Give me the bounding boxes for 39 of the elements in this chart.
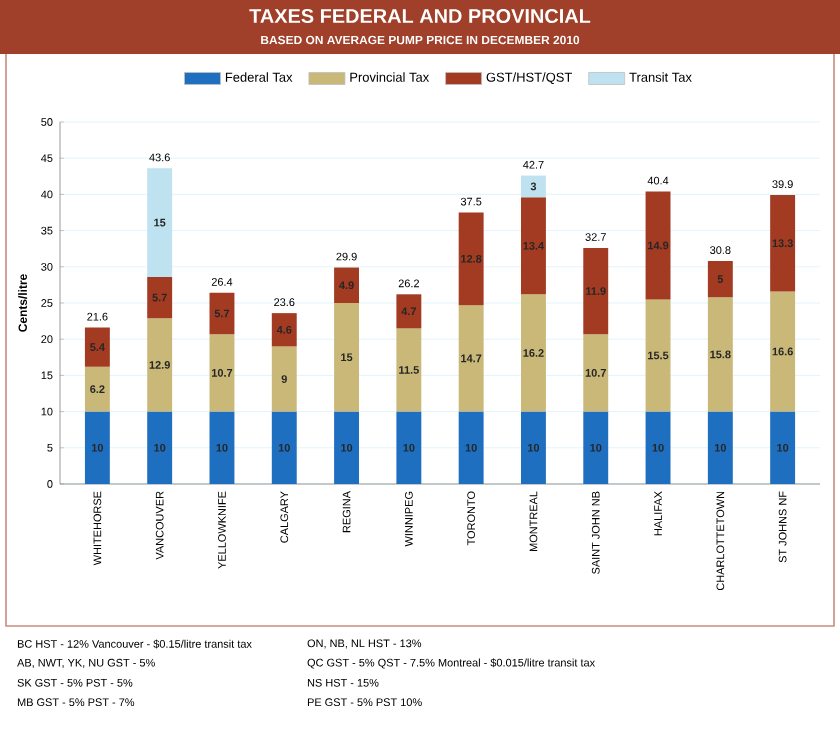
bar — [334, 302, 360, 412]
bar — [520, 175, 546, 198]
bar — [271, 346, 297, 412]
bar — [458, 212, 484, 306]
bar — [396, 328, 422, 412]
bar — [209, 334, 235, 412]
bar — [645, 411, 671, 484]
chart-title: TAXES FEDERAL AND PROVINCIAL — [249, 8, 591, 24]
bar — [271, 313, 297, 347]
bar — [334, 411, 360, 484]
bar — [583, 334, 609, 412]
bar — [271, 411, 297, 484]
bar — [520, 294, 546, 412]
bar — [458, 305, 484, 412]
bar — [334, 267, 360, 303]
bar — [707, 411, 733, 484]
bar — [520, 411, 546, 484]
bar — [458, 411, 484, 484]
bar — [84, 327, 110, 367]
bar — [84, 411, 110, 484]
bar — [770, 195, 796, 292]
bar — [583, 247, 609, 335]
bar — [707, 261, 733, 298]
bar — [209, 411, 235, 484]
bar — [645, 191, 671, 300]
bar — [147, 318, 173, 412]
bar — [84, 366, 110, 412]
bar — [583, 411, 609, 484]
bar — [396, 411, 422, 484]
bar — [147, 276, 173, 319]
bar — [147, 168, 173, 277]
bar — [209, 292, 235, 335]
bar — [770, 291, 796, 412]
bar — [520, 197, 546, 295]
bar — [770, 411, 796, 484]
bar — [707, 297, 733, 412]
bar — [396, 294, 422, 329]
bar — [147, 411, 173, 484]
bar — [645, 299, 671, 412]
